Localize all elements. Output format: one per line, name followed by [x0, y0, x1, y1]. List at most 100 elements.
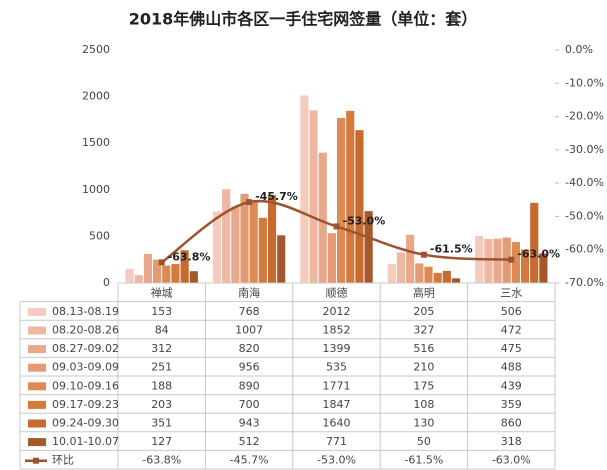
legend-marker [33, 457, 39, 464]
table-cell: 771 [326, 435, 347, 448]
table-cell: 312 [151, 342, 172, 355]
x-tick-label: 三水 [500, 286, 522, 299]
x-tick-label: 顺德 [326, 285, 348, 299]
table-cell: 351 [151, 417, 172, 430]
table-cell: -61.5% [404, 454, 443, 467]
table-cell: 1847 [323, 398, 351, 411]
bar [387, 263, 396, 283]
table-cell: 475 [501, 342, 522, 355]
y-tick-label: 2500 [82, 43, 110, 56]
y2-tick-label: -20.0% [565, 110, 604, 123]
table-cell: 210 [413, 361, 434, 374]
bar [125, 268, 134, 283]
table-cell: 506 [501, 305, 522, 318]
legend-swatch [28, 419, 46, 428]
y-tick-label: 0 [103, 276, 110, 289]
bar [180, 250, 189, 283]
table-cell: 1640 [323, 417, 351, 430]
data-label: -63.0% [517, 248, 560, 261]
legend-label: 环比 [52, 454, 74, 467]
table-cell: 127 [151, 435, 172, 448]
y-tick-label: 2000 [82, 90, 110, 103]
bar [493, 238, 502, 283]
table-cell: 175 [413, 379, 434, 392]
table-cell: -63.0% [492, 454, 531, 467]
y2-tick-label: -30.0% [565, 143, 604, 156]
table-cell: 1852 [323, 324, 351, 337]
table-cell: 108 [413, 398, 434, 411]
bar [511, 242, 520, 283]
x-tick-label: 高明 [413, 285, 435, 299]
table-cell: 488 [501, 361, 522, 374]
bar [484, 239, 493, 283]
table-cell: 516 [413, 342, 434, 355]
table-cell: 768 [239, 305, 260, 318]
line-marker [333, 223, 340, 230]
table-cell: 472 [501, 324, 522, 337]
table-cell: 700 [239, 398, 260, 411]
table-cell: 439 [501, 379, 522, 392]
bar [327, 233, 336, 283]
legend-label: 08.27-09.02 [52, 342, 119, 355]
legend-swatch [28, 326, 46, 335]
y2-tick-label: -70.0% [565, 276, 604, 289]
bar [231, 206, 240, 283]
legend-swatch [28, 400, 46, 409]
y-tick-label: 1500 [82, 136, 110, 149]
bar [355, 130, 364, 283]
table-cell: 535 [326, 361, 347, 374]
table-cell: 153 [151, 305, 172, 318]
bar [267, 195, 277, 283]
bar [520, 249, 530, 283]
line-marker [246, 199, 253, 206]
bar [189, 271, 198, 283]
y-tick-label: 1000 [82, 183, 110, 196]
table-cell: 203 [151, 398, 172, 411]
table-cell: 2012 [323, 305, 351, 318]
legend-swatch [28, 345, 46, 354]
bar [415, 263, 424, 283]
table-cell: 512 [239, 435, 260, 448]
legend-label: 09.03-09.09 [52, 361, 119, 374]
bar [143, 253, 153, 283]
legend-label: 09.24-09.30 [52, 417, 119, 430]
bar [258, 217, 267, 283]
table-cell: 318 [501, 435, 522, 448]
y2-tick-label: -60.0% [565, 243, 604, 256]
table-cell: -45.7% [230, 454, 269, 467]
x-tick-label: 禅城 [151, 285, 173, 299]
data-label: -45.7% [255, 190, 298, 203]
table-cell: 359 [501, 398, 522, 411]
line-marker [420, 251, 427, 258]
bar [318, 152, 327, 283]
bar [424, 266, 433, 283]
bar [396, 252, 406, 283]
table-cell: 1771 [323, 379, 351, 392]
table-cell: 890 [239, 379, 260, 392]
table-cell: -63.8% [142, 454, 181, 467]
bar [171, 264, 180, 283]
bar [337, 117, 346, 283]
bar [406, 234, 415, 283]
table-cell: 943 [239, 417, 260, 430]
bar [442, 270, 451, 283]
legend-label: 08.13-08.19 [52, 305, 119, 318]
table-cell: 820 [239, 342, 260, 355]
legend-swatch [28, 438, 46, 447]
table-cell: 50 [417, 435, 431, 448]
bar [300, 95, 309, 283]
y2-tick-label: -10.0% [565, 76, 604, 89]
bar [240, 193, 249, 283]
bar [309, 110, 318, 283]
y2-tick-label: 0.0% [565, 43, 593, 56]
y2-tick-label: -40.0% [565, 176, 604, 189]
bar [277, 235, 286, 283]
legend-swatch [28, 363, 46, 372]
x-tick-label: 南海 [238, 285, 260, 299]
table-cell: 327 [413, 324, 434, 337]
table-cell: 956 [239, 361, 260, 374]
data-label: -53.0% [343, 214, 386, 227]
data-label: -61.5% [430, 243, 473, 256]
table-cell: 1007 [235, 324, 263, 337]
